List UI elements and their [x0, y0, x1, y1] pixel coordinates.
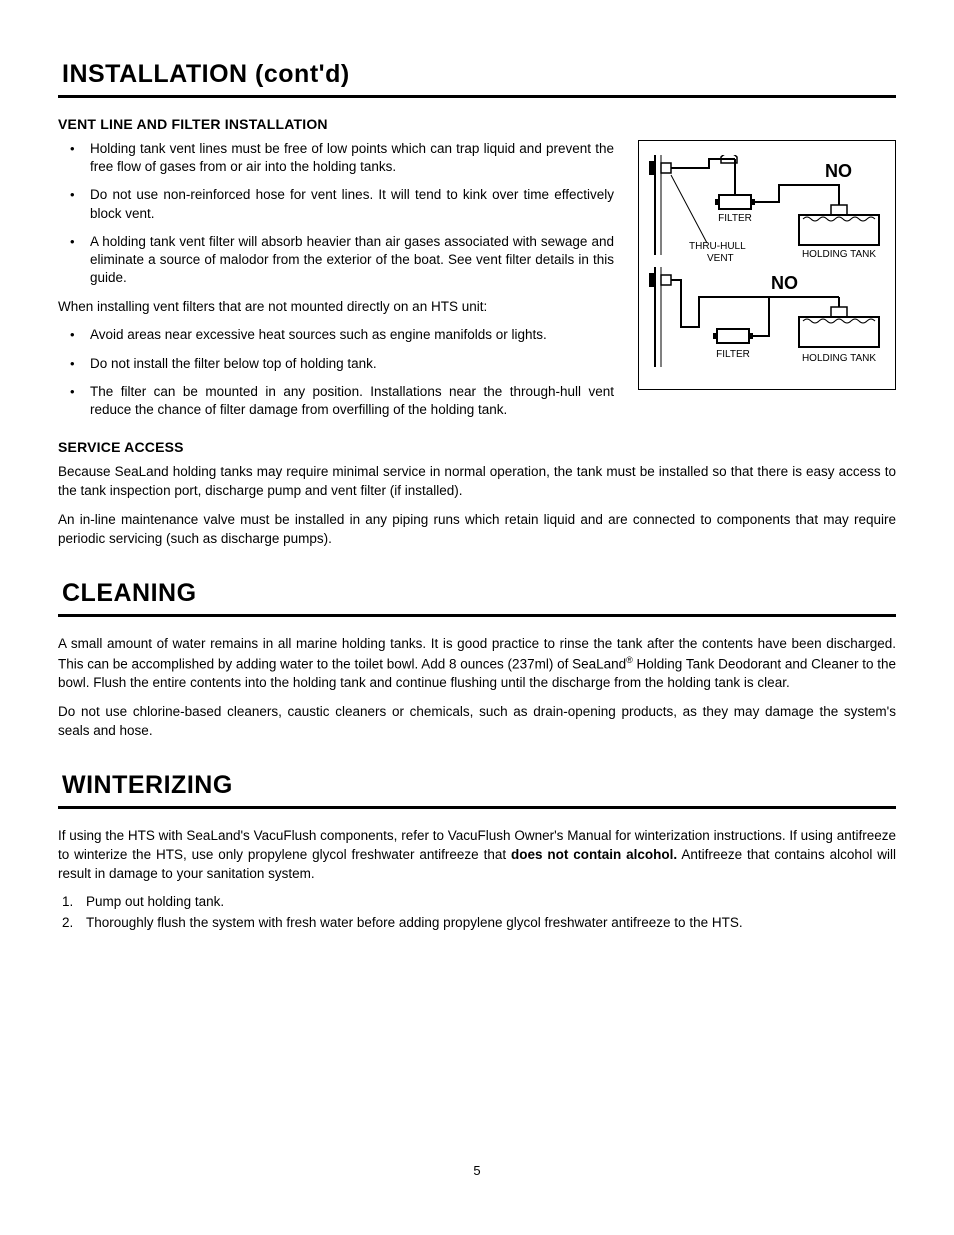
section-title-wrap: INSTALLATION (cont'd): [58, 60, 896, 89]
section-cleaning: CLEANING A small amount of water remains…: [58, 579, 896, 741]
subhead-service: SERVICE ACCESS: [58, 439, 896, 455]
winterizing-p1-bold: does not contain alcohol.: [511, 847, 677, 862]
two-col: Holding tank vent lines must be free of …: [58, 140, 896, 429]
rule: [58, 95, 896, 98]
label-holding1: HOLDING TANK: [802, 249, 876, 260]
bullet: Holding tank vent lines must be free of …: [58, 140, 614, 176]
section-winterizing: WINTERIZING If using the HTS with SeaLan…: [58, 771, 896, 933]
label-no2: NO: [771, 273, 798, 293]
cleaning-p1: A small amount of water remains in all m…: [58, 635, 896, 693]
title-cleaning: CLEANING: [58, 579, 896, 608]
bullet: Avoid areas near excessive heat sources …: [58, 326, 614, 344]
label-filter2: FILTER: [716, 349, 750, 360]
page: INSTALLATION (cont'd) VENT LINE AND FILT…: [0, 0, 954, 1218]
cleaning-p2: Do not use chlorine-based cleaners, caus…: [58, 703, 896, 741]
label-thruhull: THRU-HULL: [689, 241, 746, 252]
title-winterizing: WINTERIZING: [58, 771, 896, 800]
subhead-vent: VENT LINE AND FILTER INSTALLATION: [58, 116, 896, 132]
step: Pump out holding tank.: [58, 893, 896, 912]
rule: [58, 806, 896, 809]
service-p2: An in-line maintenance valve must be ins…: [58, 511, 896, 549]
winterizing-steps: Pump out holding tank. Thoroughly flush …: [58, 893, 896, 933]
vent-diagram: FILTER NO HOLDING TANK: [638, 140, 896, 390]
reg-mark: ®: [626, 655, 633, 665]
title-installation: INSTALLATION (cont'd): [58, 60, 896, 89]
service-p1: Because SeaLand holding tanks may requir…: [58, 463, 896, 501]
bullet: The filter can be mounted in any positio…: [58, 383, 614, 419]
lead-2: When installing vent filters that are no…: [58, 298, 614, 317]
step: Thoroughly flush the system with fresh w…: [58, 914, 896, 933]
rule: [58, 614, 896, 617]
bullet: Do not install the filter below top of h…: [58, 355, 614, 373]
label-vent: VENT: [707, 253, 734, 264]
label-no1: NO: [825, 161, 852, 181]
page-number: 5: [58, 1163, 896, 1178]
bullets-vent-1: Holding tank vent lines must be free of …: [58, 140, 614, 288]
bullets-vent-2: Avoid areas near excessive heat sources …: [58, 326, 614, 419]
bullet: A holding tank vent filter will absorb h…: [58, 233, 614, 288]
section-installation: INSTALLATION (cont'd) VENT LINE AND FILT…: [58, 60, 896, 549]
col-left: Holding tank vent lines must be free of …: [58, 140, 614, 429]
winterizing-p1: If using the HTS with SeaLand's VacuFlus…: [58, 827, 896, 884]
vent-diagram-svg: FILTER NO HOLDING TANK: [649, 155, 885, 375]
label-holding2: HOLDING TANK: [802, 353, 876, 364]
bullet: Do not use non-reinforced hose for vent …: [58, 186, 614, 222]
